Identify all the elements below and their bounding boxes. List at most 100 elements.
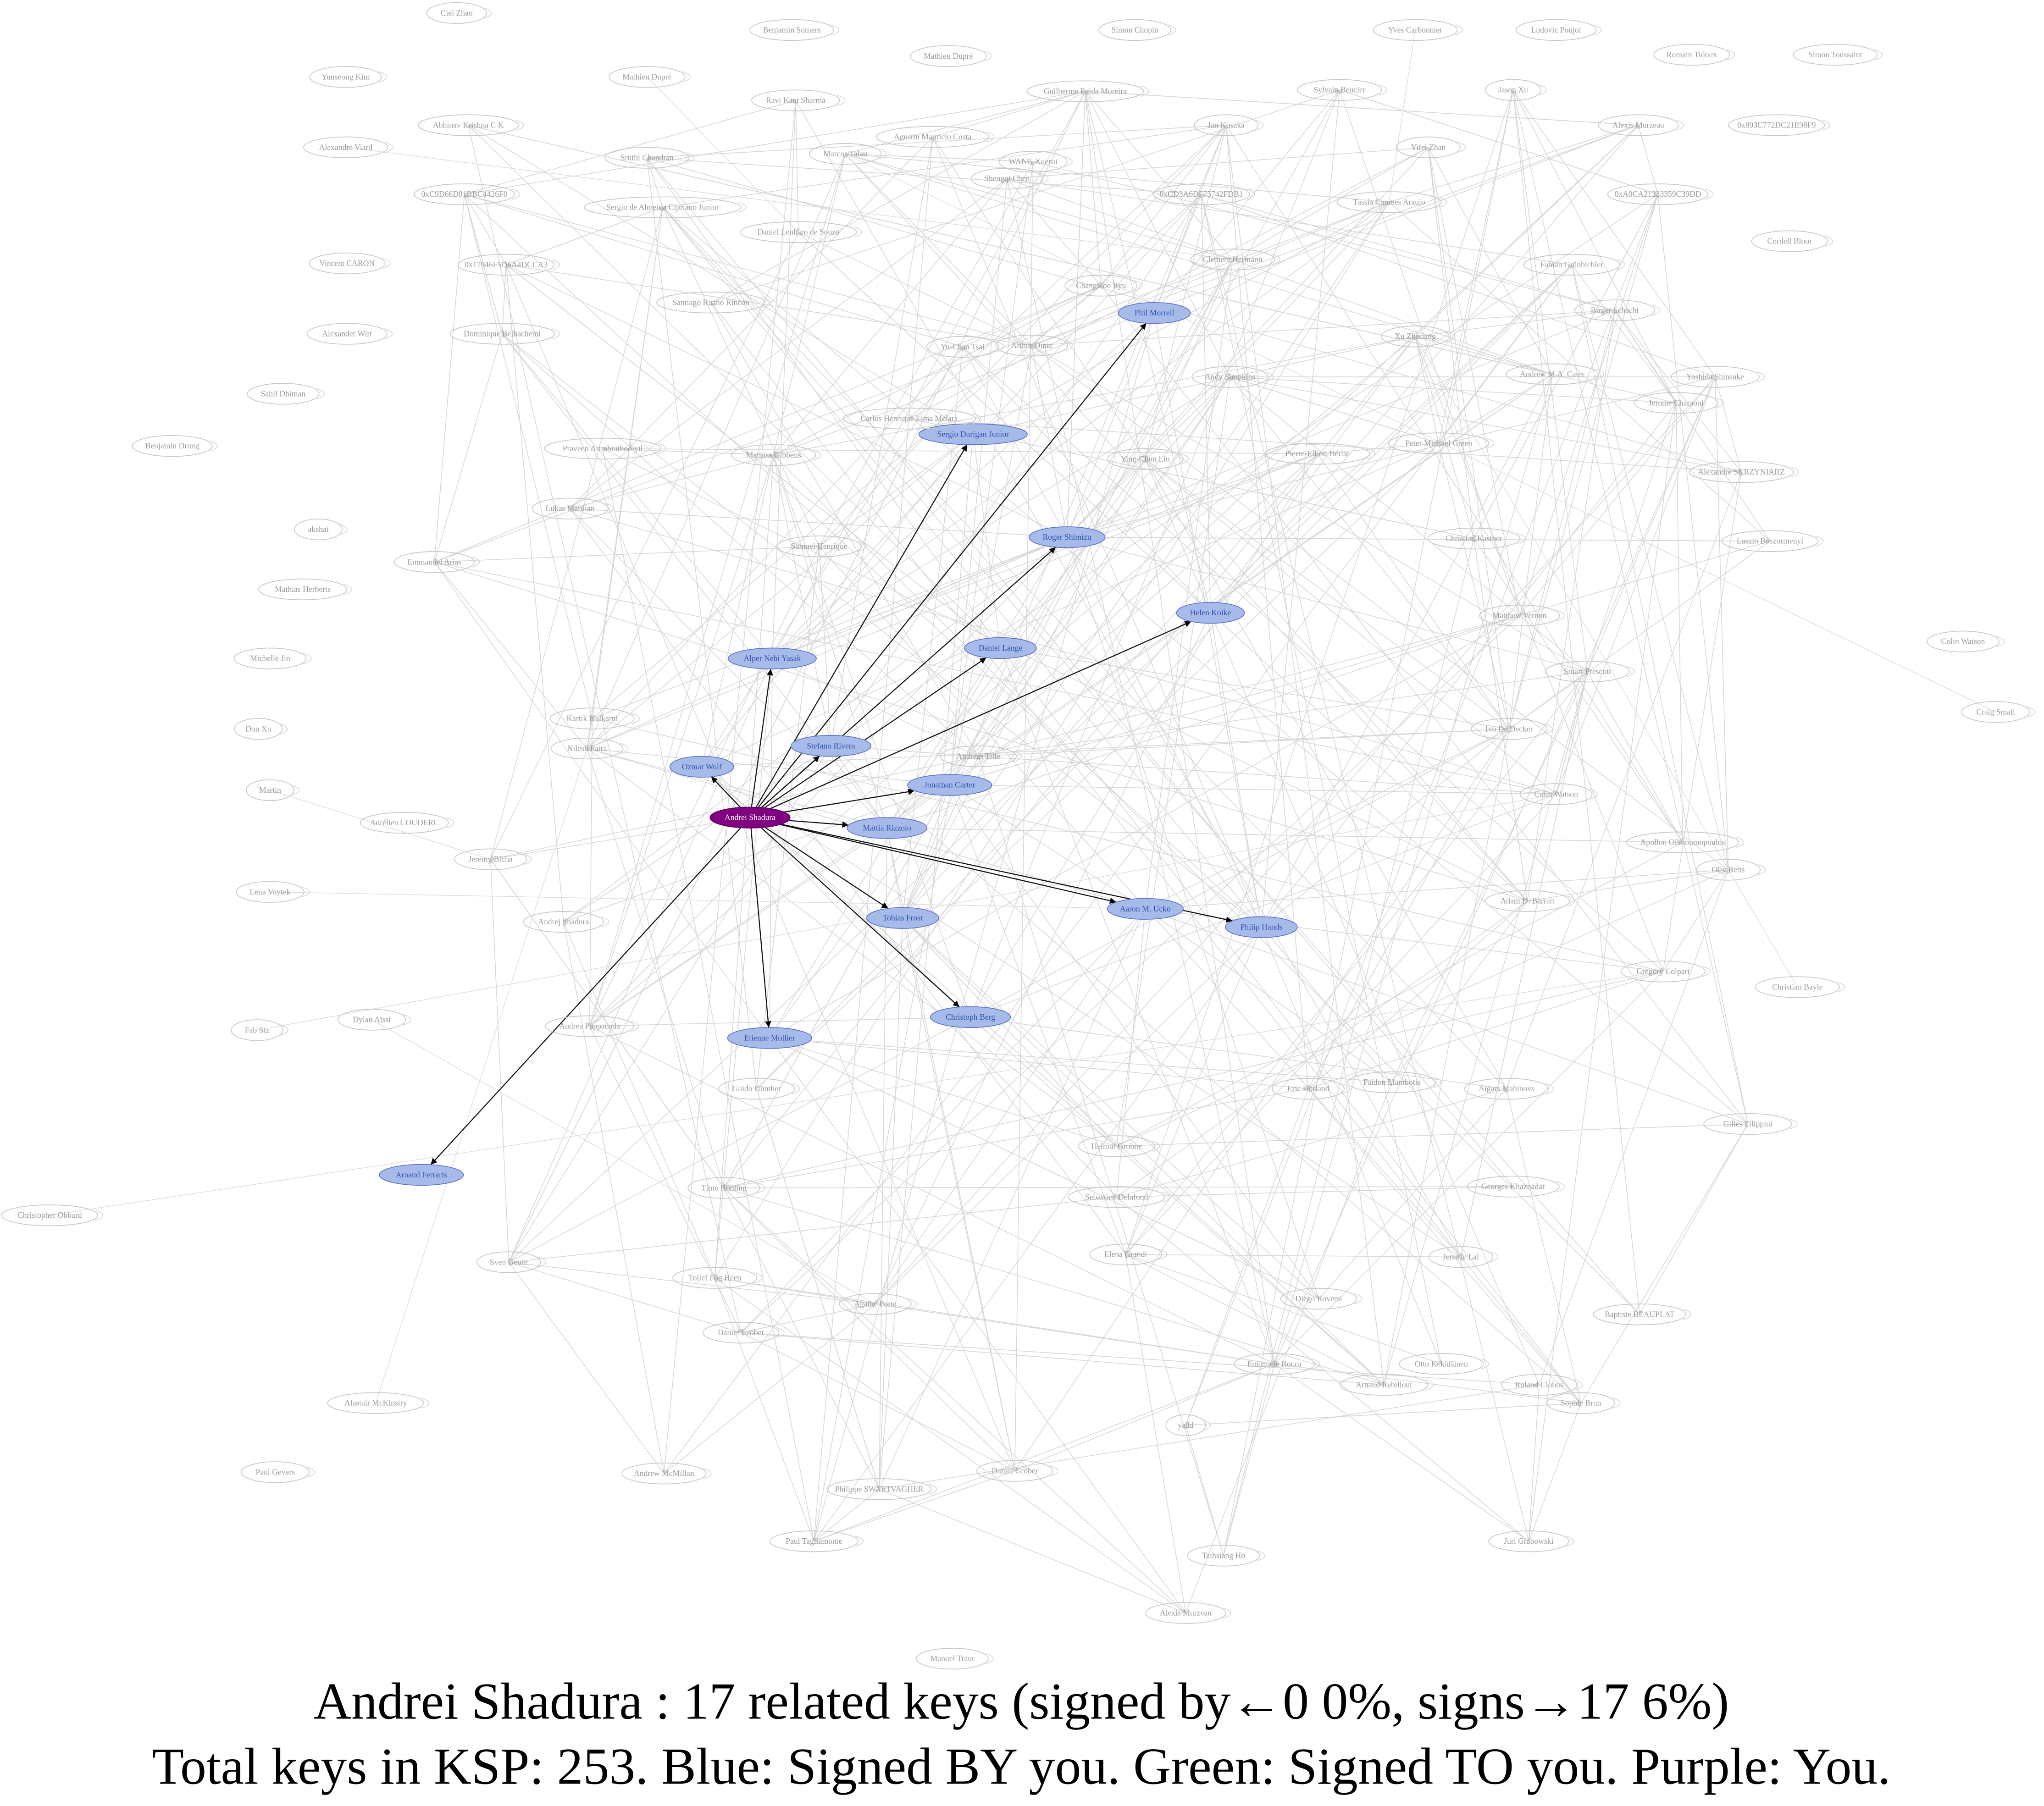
node-ellipse	[1078, 1135, 1155, 1157]
edge	[724, 1187, 1015, 1471]
node-ellipse	[1026, 80, 1144, 102]
edge	[814, 345, 1033, 1541]
edge	[1656, 194, 1729, 870]
edge	[506, 264, 1001, 649]
node-ellipse	[337, 1009, 406, 1031]
key-node: Arthur Diniz	[995, 335, 1074, 357]
key-node: Paul Tagliamonte	[769, 1530, 864, 1552]
edge	[1185, 1401, 1581, 1426]
edge	[1125, 1254, 1442, 1364]
self-loop	[1757, 864, 1766, 876]
edge	[509, 1262, 741, 1334]
edge	[1438, 443, 1510, 729]
node-ellipse	[926, 336, 999, 358]
edge	[1000, 376, 1230, 648]
self-loop	[1715, 397, 1724, 409]
key-node: Stefano Rivera	[790, 735, 872, 757]
edge	[1085, 91, 1233, 260]
self-loop	[831, 24, 840, 36]
key-node: Abhinav Krishna C K	[417, 114, 524, 136]
self-loop	[1014, 751, 1022, 762]
edge	[434, 562, 770, 1038]
self-loop	[1567, 895, 1575, 907]
edge	[1261, 927, 1442, 1364]
edge	[589, 546, 820, 1027]
edge	[723, 89, 1340, 1188]
node-label: Jason Xu	[1498, 85, 1528, 94]
node-label: Christian Bayle	[1772, 982, 1822, 991]
key-node: 0xA0CA21233359C39DD	[1607, 183, 1714, 205]
key-node: Emmanuel Arias	[394, 551, 480, 573]
edge	[978, 615, 1520, 757]
edge	[845, 153, 1033, 164]
signature-edge	[749, 668, 773, 818]
edge	[1473, 538, 1528, 901]
self-loop	[1595, 369, 1604, 380]
edge	[563, 746, 831, 922]
node-label: Lena Voytek	[249, 887, 290, 896]
edge	[587, 748, 725, 1188]
node-ellipse	[776, 536, 862, 558]
node-label: akshat	[308, 525, 329, 534]
edge	[886, 828, 903, 918]
node-ellipse	[1107, 448, 1184, 470]
key-node: Mathias Herberts	[258, 578, 353, 601]
node-ellipse	[915, 1648, 989, 1670]
edge	[769, 1038, 1186, 1613]
self-loop	[483, 7, 492, 19]
node-ellipse	[910, 45, 987, 67]
node-label: Jeremy Lal	[1443, 1252, 1479, 1261]
edge	[1007, 178, 1552, 375]
edge	[1116, 1197, 1529, 1542]
edge	[875, 1303, 1274, 1365]
node-label: Dylan Aïssi	[353, 1015, 391, 1024]
edge	[1067, 147, 1429, 538]
edge	[1509, 541, 1771, 729]
node-label: Andy Simpkins	[1205, 372, 1255, 381]
self-loop	[379, 71, 388, 83]
key-node: Diego Roversi	[1280, 1288, 1363, 1310]
edge	[902, 458, 1146, 918]
key-node: Matthew Vernon	[1479, 604, 1565, 626]
node-ellipse	[1152, 183, 1250, 205]
key-node: Aurélien COUDERC	[360, 812, 454, 834]
self-loop	[551, 328, 560, 340]
node-ellipse	[839, 1293, 912, 1315]
self-loop	[1675, 119, 1684, 131]
edge	[463, 194, 593, 719]
self-loop	[1446, 331, 1455, 342]
key-node: Guilherme Puida Moreira	[1026, 80, 1149, 102]
edge	[1539, 869, 1729, 1385]
edge	[488, 859, 510, 1263]
self-loop	[837, 94, 846, 106]
signature-edge	[749, 444, 968, 818]
edge	[1614, 310, 1742, 473]
self-loop	[1557, 610, 1565, 621]
edge	[1067, 536, 1770, 543]
edge	[1084, 91, 1102, 286]
edge	[647, 157, 1742, 473]
node-ellipse	[1399, 1353, 1484, 1375]
self-loop	[1159, 1248, 1168, 1260]
edge	[1527, 1385, 1540, 1541]
nodes: Andrei Shadura Phil Morrell Sergio Durigan…	[1, 2, 2035, 1670]
edge	[587, 346, 963, 749]
edge	[1274, 1364, 1529, 1542]
edge	[662, 207, 820, 547]
node-ellipse	[1272, 1078, 1345, 1100]
edge	[1527, 403, 1677, 1541]
node-label: Ravi Kant Sharma	[766, 95, 825, 105]
edge	[1067, 536, 1588, 672]
edge	[587, 748, 1117, 1147]
edge	[434, 201, 1390, 563]
edge	[1000, 648, 1275, 1364]
self-loop	[1354, 1293, 1363, 1304]
key-node: Aigars Mahinovs	[1464, 1078, 1554, 1100]
node-ellipse	[1793, 44, 1878, 66]
edge	[814, 927, 1262, 1542]
edge	[769, 648, 1001, 1038]
key-node: Alexandre Viard	[303, 136, 393, 158]
key-node: Adam D. Barratt	[1485, 890, 1575, 912]
key-node: Tassia Camoes Araujo	[1336, 191, 1447, 213]
node-label: Michelle Jin	[250, 654, 290, 663]
